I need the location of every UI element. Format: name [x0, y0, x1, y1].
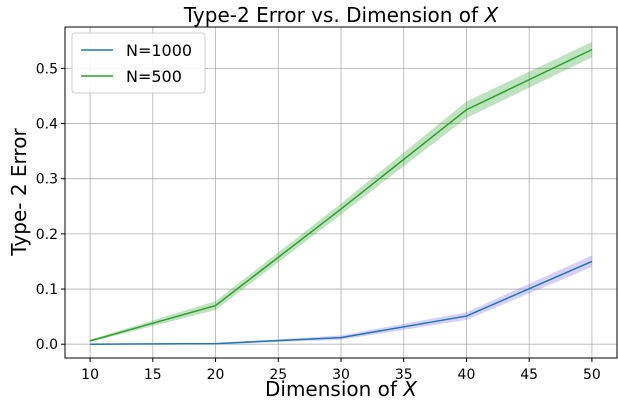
- y-tick-label: 0.5: [36, 61, 58, 77]
- x-tick-label: 40: [458, 367, 476, 383]
- y-tick-label: 0.1: [36, 282, 58, 298]
- x-tick-label: 50: [583, 367, 601, 383]
- x-tick-label: 20: [207, 367, 225, 383]
- y-axis-title: Type- 2 Error: [7, 128, 31, 257]
- x-tick-label: 45: [520, 367, 538, 383]
- chart-title: Type-2 Error vs. Dimension of X: [183, 3, 500, 27]
- x-tick-label: 35: [395, 367, 413, 383]
- legend: N=1000 N=500: [71, 32, 206, 94]
- line-n-500: [89, 48, 593, 342]
- x-tick-label: 15: [144, 367, 162, 383]
- band-n-500: [90, 41, 592, 343]
- confidence-bands: [90, 41, 592, 345]
- y-tick-label: 0.3: [36, 172, 58, 188]
- line-n-1000: [90, 260, 593, 345]
- x-axis-ticks: 10 15 20 25 30 35 40 45 50: [81, 358, 601, 383]
- series-lines: [89, 48, 593, 345]
- x-tick-label: 25: [269, 367, 287, 383]
- x-tick-label: 30: [332, 367, 350, 383]
- legend-label: N=500: [126, 67, 182, 86]
- x-axis-title: Dimension of X: [265, 377, 418, 401]
- y-tick-label: 0.4: [36, 117, 58, 133]
- x-tick-label: 10: [81, 367, 99, 383]
- legend-box: [71, 32, 206, 94]
- grid: [65, 27, 617, 358]
- legend-label: N=1000: [126, 41, 192, 60]
- y-tick-label: 0.2: [36, 227, 58, 243]
- y-tick-label: 0.0: [36, 337, 58, 353]
- y-axis-ticks: 0.0 0.1 0.2 0.3 0.4 0.5: [36, 61, 65, 353]
